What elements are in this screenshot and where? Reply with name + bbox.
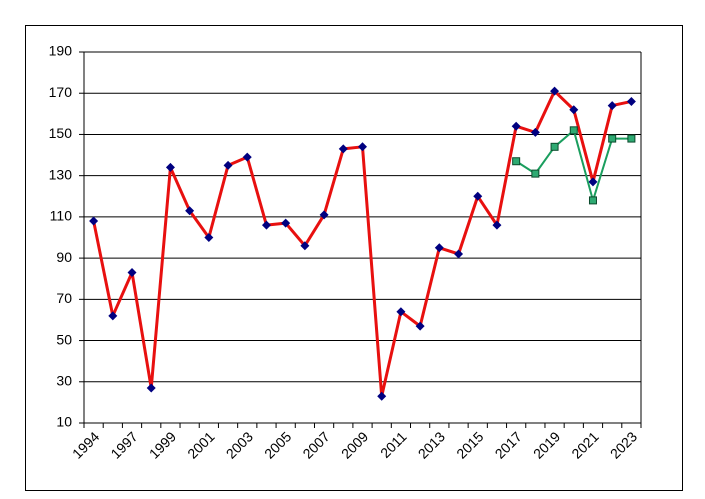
point <box>492 220 502 230</box>
point <box>377 391 387 401</box>
point <box>434 243 444 253</box>
point <box>473 191 483 201</box>
y-tick-label: 150 <box>49 125 73 141</box>
point <box>242 152 252 162</box>
y-tick-label: 10 <box>56 414 72 430</box>
y-tick-label: 30 <box>56 372 72 388</box>
point <box>588 196 597 205</box>
point <box>530 127 540 137</box>
point <box>415 321 425 331</box>
point <box>454 249 464 259</box>
point <box>512 157 521 166</box>
point <box>588 177 598 187</box>
point <box>511 121 521 131</box>
point <box>608 134 617 143</box>
point <box>319 210 329 220</box>
point <box>165 162 175 172</box>
point <box>281 218 291 228</box>
y-tick-label: 90 <box>56 249 72 265</box>
point <box>607 101 617 111</box>
point <box>626 96 636 106</box>
y-tick-label: 50 <box>56 331 72 347</box>
y-tick-label: 70 <box>56 290 72 306</box>
point <box>223 160 233 170</box>
point <box>550 142 559 151</box>
point <box>338 144 348 154</box>
point <box>396 307 406 317</box>
point <box>89 216 99 226</box>
point <box>550 86 560 96</box>
point <box>261 220 271 230</box>
y-tick-label: 190 <box>49 43 73 59</box>
point <box>531 169 540 178</box>
point <box>185 206 195 216</box>
point <box>627 134 636 143</box>
y-tick-label: 110 <box>50 208 73 224</box>
point <box>204 233 214 242</box>
point <box>127 268 137 278</box>
point <box>146 383 156 393</box>
point <box>108 311 118 321</box>
point <box>358 142 367 152</box>
point <box>569 126 578 135</box>
y-tick-label: 130 <box>49 166 73 182</box>
point <box>569 105 579 115</box>
y-tick-label: 170 <box>49 84 73 100</box>
point <box>300 241 310 251</box>
